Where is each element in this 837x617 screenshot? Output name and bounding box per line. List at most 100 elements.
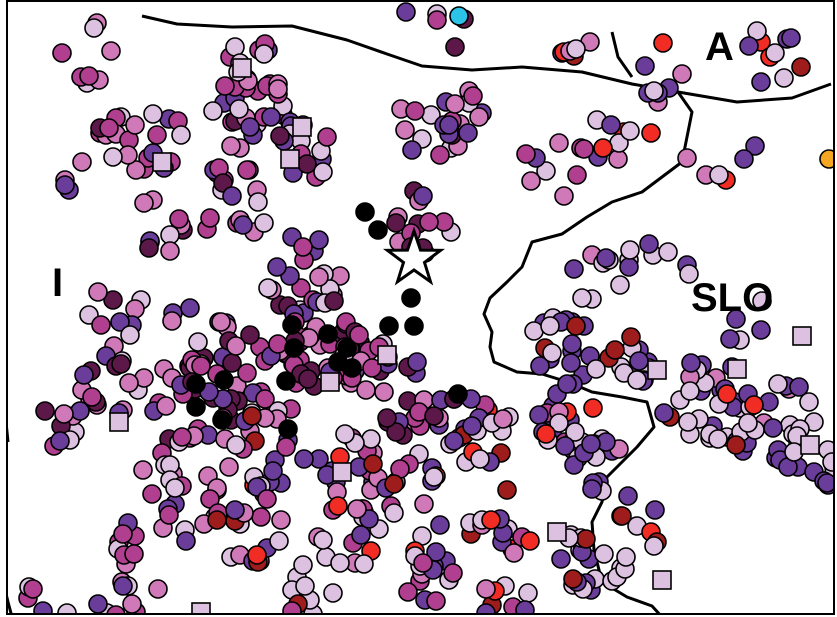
observation-point bbox=[283, 602, 301, 615]
observation-point bbox=[594, 139, 612, 157]
observation-point bbox=[654, 34, 672, 52]
observation-point bbox=[163, 312, 181, 330]
observation-point bbox=[721, 330, 739, 348]
observation-point bbox=[575, 140, 593, 158]
observation-point bbox=[403, 141, 421, 159]
observation-point bbox=[450, 7, 468, 25]
observation-point bbox=[160, 506, 178, 524]
observation-point bbox=[530, 406, 548, 424]
observation-point bbox=[550, 134, 568, 152]
observation-point bbox=[597, 249, 615, 267]
observation-point bbox=[112, 355, 130, 373]
observation-point bbox=[100, 119, 118, 137]
observation-point bbox=[51, 432, 69, 450]
observation-point bbox=[583, 480, 601, 498]
observation-point bbox=[655, 404, 673, 422]
observation-point bbox=[223, 187, 241, 205]
observation-point bbox=[157, 397, 175, 415]
observation-point bbox=[782, 29, 800, 47]
observation-square bbox=[793, 327, 811, 345]
observation-point bbox=[752, 321, 770, 339]
observation-point bbox=[823, 453, 835, 471]
observation-point bbox=[552, 550, 570, 568]
observation-point bbox=[617, 548, 635, 566]
observation-point bbox=[255, 45, 273, 63]
observation-point bbox=[173, 428, 191, 446]
observation-point bbox=[459, 124, 477, 142]
observation-point bbox=[252, 508, 270, 526]
observation-point bbox=[425, 407, 443, 425]
observation-point bbox=[126, 116, 144, 134]
observation-point bbox=[645, 537, 663, 555]
observation-point bbox=[440, 116, 458, 134]
observation-point bbox=[220, 458, 238, 476]
observation-point bbox=[161, 242, 179, 260]
observation-point bbox=[187, 375, 205, 393]
observation-point bbox=[775, 69, 793, 87]
observation-point bbox=[378, 409, 396, 427]
intensity-map: I A SLO bbox=[6, 0, 835, 615]
observation-point bbox=[628, 371, 646, 389]
observation-point bbox=[727, 436, 745, 454]
observation-point bbox=[577, 530, 595, 548]
observation-point bbox=[718, 385, 736, 403]
observation-square bbox=[801, 436, 819, 454]
map-canvas: I A SLO bbox=[8, 2, 835, 615]
observation-point bbox=[123, 595, 141, 613]
observation-point bbox=[619, 487, 637, 505]
observation-point bbox=[679, 413, 697, 431]
observation-point bbox=[537, 425, 555, 443]
observation-point bbox=[820, 150, 835, 168]
observation-point bbox=[268, 258, 286, 276]
observation-point bbox=[565, 260, 583, 278]
observation-point bbox=[415, 495, 433, 513]
observation-point bbox=[408, 353, 426, 371]
observation-point bbox=[55, 405, 73, 423]
observation-square bbox=[153, 153, 171, 171]
observation-point bbox=[464, 87, 482, 105]
observation-point bbox=[226, 501, 244, 519]
observation-point bbox=[192, 357, 210, 375]
observation-point bbox=[295, 450, 313, 468]
observation-point bbox=[541, 317, 559, 335]
observation-point bbox=[710, 166, 728, 184]
label-slovenia: SLO bbox=[691, 276, 773, 320]
observation-point bbox=[516, 601, 534, 615]
observation-point bbox=[140, 239, 158, 257]
observation-point bbox=[745, 396, 763, 414]
observation-point bbox=[606, 341, 624, 359]
observation-point bbox=[227, 337, 245, 355]
observation-point bbox=[181, 299, 199, 317]
observation-square bbox=[378, 346, 396, 364]
observation-point bbox=[336, 425, 354, 443]
observation-point bbox=[294, 238, 312, 256]
observation-point bbox=[114, 525, 132, 543]
observation-point bbox=[34, 602, 52, 615]
observation-point bbox=[470, 108, 488, 126]
observation-point bbox=[80, 67, 98, 85]
observation-point bbox=[562, 354, 580, 372]
observation-point bbox=[102, 42, 120, 60]
observation-point bbox=[446, 38, 464, 56]
observation-point bbox=[587, 360, 605, 378]
observation-point bbox=[222, 137, 240, 155]
observation-point bbox=[425, 468, 443, 486]
observation-point bbox=[259, 279, 277, 297]
observation-point bbox=[564, 570, 582, 588]
observation-point bbox=[621, 122, 639, 140]
observation-point bbox=[790, 378, 808, 396]
observation-point bbox=[255, 214, 273, 232]
observation-point bbox=[543, 344, 561, 362]
observation-point bbox=[369, 221, 387, 239]
observation-point bbox=[522, 172, 540, 190]
observation-point bbox=[314, 163, 332, 181]
observation-point bbox=[213, 411, 231, 429]
label-italy: I bbox=[52, 261, 63, 305]
observation-point bbox=[126, 300, 144, 318]
observation-point bbox=[319, 325, 337, 343]
observation-point bbox=[621, 241, 639, 259]
observation-point bbox=[277, 438, 295, 456]
observation-point bbox=[125, 545, 143, 563]
observation-point bbox=[613, 507, 631, 525]
observation-point bbox=[446, 95, 464, 113]
